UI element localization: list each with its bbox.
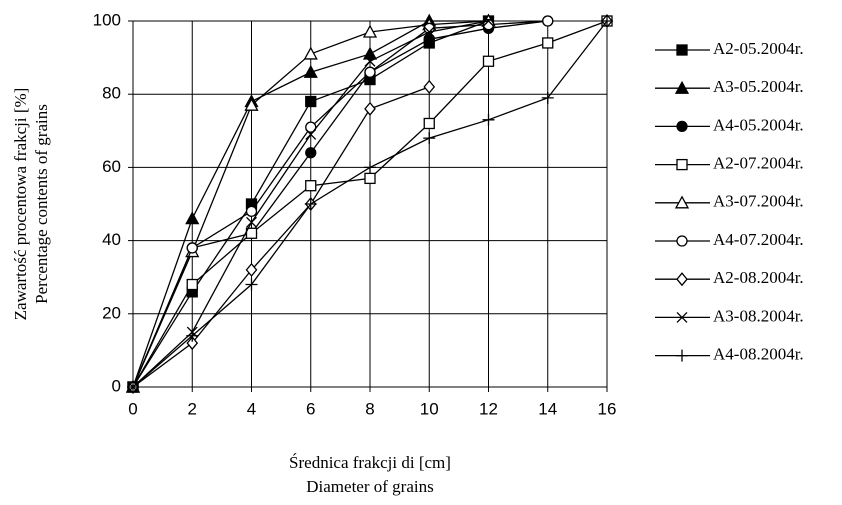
marker (601, 15, 613, 27)
marker (246, 216, 257, 228)
marker (482, 19, 495, 31)
x-tick-label: 12 (479, 399, 498, 418)
marker (364, 66, 376, 78)
y-tick-label: 40 (102, 230, 121, 249)
y-tick-label: 0 (112, 376, 121, 395)
marker (245, 227, 258, 239)
marker (185, 211, 200, 225)
x-tick-label: 8 (365, 399, 374, 418)
legend-label: A3-05.2004r. (713, 77, 804, 96)
marker (305, 95, 317, 108)
marker (364, 55, 376, 67)
marker (186, 242, 198, 254)
marker (305, 147, 317, 159)
marker (423, 22, 435, 34)
marker (542, 37, 554, 49)
marker (304, 198, 317, 210)
marker (305, 121, 317, 133)
marker (127, 381, 139, 393)
marker (303, 64, 318, 78)
marker (303, 46, 318, 60)
y-tick-label: 60 (102, 157, 121, 176)
marker (245, 278, 258, 291)
legend-label: A3-08.2004r. (713, 306, 804, 325)
marker (541, 91, 554, 104)
marker (676, 311, 688, 323)
x-tick-label: 16 (598, 399, 617, 418)
legend-label: A4-08.2004r. (713, 345, 804, 364)
marker (186, 278, 198, 291)
marker (482, 113, 495, 126)
marker (483, 15, 494, 27)
marker (676, 235, 688, 247)
marker (186, 329, 199, 342)
x-tick-label: 14 (538, 399, 557, 418)
legend-label: A4-07.2004r. (713, 230, 804, 249)
marker (186, 336, 199, 351)
x-tick-label: 10 (420, 399, 439, 418)
marker (423, 33, 435, 45)
y-axis-title: Percentage contents of grains (32, 104, 51, 304)
marker (423, 132, 436, 145)
marker (244, 97, 259, 111)
series-line (132, 20, 548, 388)
y-tick-label: 100 (93, 10, 121, 29)
marker (364, 172, 376, 185)
marker (364, 161, 376, 174)
marker (245, 205, 258, 217)
marker (305, 129, 317, 140)
y-tick-label: 80 (102, 84, 121, 103)
legend-label: A2-08.2004r. (713, 268, 804, 287)
marker (542, 15, 554, 27)
marker (423, 117, 435, 130)
marker (676, 349, 688, 362)
legend-label: A3-07.2004r. (713, 192, 804, 211)
marker (245, 262, 258, 277)
marker (305, 180, 317, 192)
x-tick-label: 6 (306, 399, 315, 418)
series-line (132, 20, 548, 388)
legend-label: A4-05.2004r. (713, 115, 804, 134)
marker (423, 26, 435, 38)
x-tick-label: 4 (247, 399, 256, 418)
marker (676, 120, 688, 133)
marker (423, 79, 436, 94)
marker (362, 46, 378, 60)
marker (676, 44, 688, 56)
marker (674, 195, 690, 209)
x-axis-title: Średnica frakcji di [cm] (289, 453, 451, 472)
legend-label: A2-07.2004r. (713, 154, 804, 173)
marker (362, 24, 378, 38)
plot-frame (132, 20, 608, 388)
x-axis-title: Diameter of grains (306, 477, 433, 496)
y-axis-title: Zawartość procentowa frakcji [%] (11, 88, 30, 321)
x-tick-label: 2 (188, 399, 197, 418)
legend-label: A2-05.2004r. (713, 39, 804, 58)
marker (482, 55, 495, 67)
x-tick-label: 0 (128, 399, 137, 418)
marker (364, 101, 376, 116)
marker (676, 272, 688, 287)
marker (676, 158, 688, 171)
marker (674, 80, 690, 94)
y-tick-label: 20 (102, 303, 121, 322)
